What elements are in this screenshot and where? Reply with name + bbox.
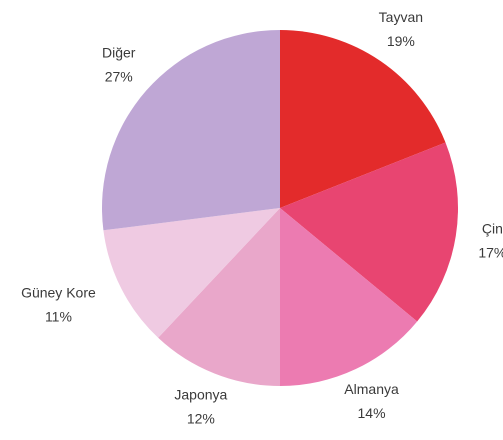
slice-label: Japonya (174, 387, 227, 403)
slice-value-label: 11% (45, 308, 72, 324)
pie-slice (158, 208, 280, 386)
slice-value-label: 19% (387, 33, 415, 49)
pie-slice (101, 30, 280, 231)
pie-slice (280, 208, 418, 386)
slice-label: Almanya (344, 381, 399, 397)
slice-value-label: 14% (358, 405, 386, 421)
slice-value-label: 12% (187, 411, 215, 427)
slice-label: Tayvan (379, 9, 423, 25)
slice-label: Güney Kore (21, 284, 96, 300)
slice-label: Çin (482, 220, 503, 236)
pie-slice (103, 208, 280, 338)
slice-value-label: 17% (478, 244, 503, 260)
slice-value-label: 27% (105, 69, 133, 85)
slice-label: Diğer (102, 45, 136, 61)
pie-slice (280, 30, 446, 208)
pie-slice (280, 142, 458, 322)
